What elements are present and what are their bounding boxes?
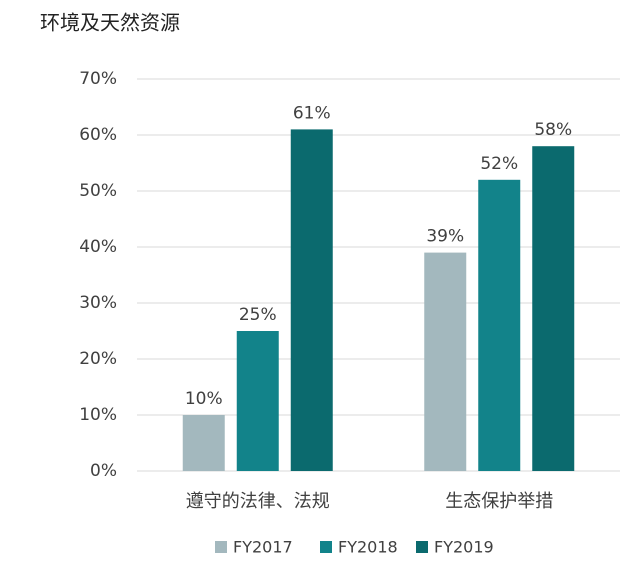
value-label: 25% (239, 305, 277, 325)
x-tick-label: 遵守的法律、法规 (186, 491, 330, 512)
y-tick-label: 0% (90, 461, 117, 481)
x-tick-label: 生态保护举措 (445, 491, 553, 512)
y-tick-label: 20% (79, 349, 117, 369)
chart-title: 环境及天然资源 (40, 11, 180, 35)
y-tick-label: 70% (79, 69, 117, 89)
bar (478, 179, 521, 472)
legend-swatch (320, 541, 332, 553)
value-label: 52% (480, 154, 518, 174)
legend-label: FY2019 (434, 538, 494, 557)
bar (290, 129, 333, 471)
bar (424, 252, 467, 471)
y-tick-label: 60% (79, 125, 117, 145)
y-tick-label: 30% (79, 293, 117, 313)
legend-swatch (416, 541, 428, 553)
bar (182, 415, 225, 471)
y-tick-label: 50% (79, 181, 117, 201)
y-tick-label: 10% (79, 405, 117, 425)
value-label: 58% (534, 120, 572, 140)
legend-label: FY2017 (233, 538, 293, 557)
value-label: 61% (293, 103, 331, 123)
bar (236, 331, 279, 471)
value-label: 39% (426, 227, 464, 247)
legend-label: FY2018 (338, 538, 398, 557)
y-tick-label: 40% (79, 237, 117, 257)
legend-swatch (215, 541, 227, 553)
bar (532, 146, 575, 471)
value-label: 10% (185, 389, 223, 409)
